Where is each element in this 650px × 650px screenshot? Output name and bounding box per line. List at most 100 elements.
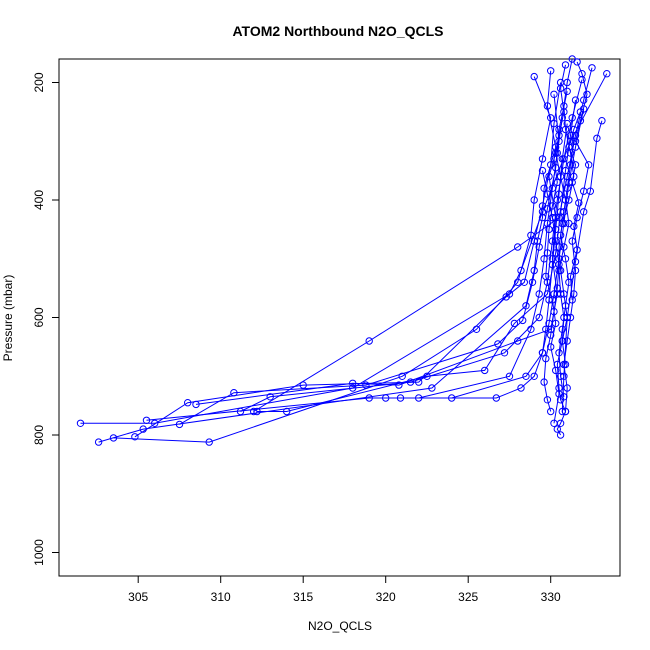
data-point xyxy=(517,384,525,392)
data-point xyxy=(580,96,588,104)
y-axis-label: Pressure (mbar) xyxy=(1,275,15,362)
data-point xyxy=(550,307,558,316)
data-point xyxy=(556,290,565,298)
data-point xyxy=(556,78,565,87)
data-series xyxy=(558,117,606,416)
x-tick-label: 315 xyxy=(293,590,313,604)
data-point xyxy=(563,384,571,392)
data-point xyxy=(555,266,563,275)
y-tick-label: 1000 xyxy=(32,539,46,566)
data-point xyxy=(556,172,565,181)
data-point xyxy=(502,293,510,301)
data-point xyxy=(570,125,578,134)
data-point xyxy=(550,419,558,427)
y-tick-label: 800 xyxy=(32,425,46,445)
data-point xyxy=(535,243,543,251)
data-point xyxy=(109,434,118,442)
data-point xyxy=(580,208,588,216)
x-axis-label: N2O_QCLS xyxy=(308,619,372,633)
x-tick-label: 320 xyxy=(376,590,396,604)
data-point xyxy=(396,394,405,402)
data-point xyxy=(553,425,561,433)
series-line xyxy=(113,76,552,443)
data-series xyxy=(396,119,571,402)
data-point xyxy=(184,399,192,407)
data-point xyxy=(230,389,238,397)
data-point xyxy=(555,125,563,134)
data-point xyxy=(552,149,560,157)
data-point xyxy=(552,366,560,375)
y-axis-ticks: 200 400 600 800 1000 xyxy=(32,72,60,566)
data-point xyxy=(556,431,565,439)
data-point xyxy=(550,90,558,99)
data-point xyxy=(565,219,573,228)
data-point xyxy=(514,243,522,251)
data-point xyxy=(571,258,580,266)
series-line xyxy=(400,123,568,399)
data-point xyxy=(250,407,258,416)
data-point xyxy=(561,360,570,369)
data-point xyxy=(510,319,519,328)
data-point xyxy=(76,419,85,427)
data-point xyxy=(538,155,547,163)
data-point xyxy=(253,407,261,416)
data-point xyxy=(561,255,570,263)
data-point xyxy=(547,114,555,122)
data-point xyxy=(395,381,403,389)
data-point xyxy=(406,378,415,386)
data-point xyxy=(192,400,200,409)
x-tick-label: 310 xyxy=(211,590,231,604)
data-point xyxy=(415,378,423,386)
data-point xyxy=(585,161,593,169)
data-point xyxy=(540,378,548,386)
data-point xyxy=(527,231,535,240)
data-point xyxy=(558,155,566,163)
data-point xyxy=(492,394,500,402)
data-point xyxy=(365,394,373,402)
data-point xyxy=(575,199,583,207)
data-point xyxy=(398,372,406,380)
data-point xyxy=(530,196,538,204)
data-point xyxy=(598,117,606,125)
data-series xyxy=(555,137,578,401)
data-point xyxy=(540,184,548,193)
data-series xyxy=(236,75,586,416)
data-point xyxy=(522,372,530,380)
data-point xyxy=(570,137,578,146)
data-point xyxy=(543,219,552,228)
data-point xyxy=(542,354,550,363)
x-tick-label: 330 xyxy=(541,590,561,604)
data-point xyxy=(552,225,560,234)
data-point xyxy=(94,438,103,446)
data-point xyxy=(573,246,581,254)
data-point xyxy=(528,278,537,286)
data-point xyxy=(349,379,357,387)
data-point xyxy=(428,384,436,392)
data-point xyxy=(151,419,159,427)
data-point xyxy=(530,372,538,380)
data-point xyxy=(560,219,568,228)
data-point xyxy=(283,407,291,416)
data-point xyxy=(520,278,528,286)
data-point xyxy=(588,64,596,72)
series-line xyxy=(561,120,603,412)
data-point xyxy=(545,296,553,304)
y-tick-label: 600 xyxy=(32,307,46,327)
data-point xyxy=(175,420,184,429)
data-point xyxy=(552,237,560,245)
data-point xyxy=(548,213,557,222)
data-point xyxy=(530,72,538,81)
data-point xyxy=(568,296,576,304)
data-point xyxy=(573,213,581,222)
series-line xyxy=(80,73,608,424)
data-point xyxy=(382,394,390,402)
x-tick-label: 305 xyxy=(128,590,148,604)
data-series-group xyxy=(76,55,611,446)
series-line xyxy=(558,141,575,397)
data-point xyxy=(500,349,509,357)
data-point xyxy=(481,366,489,375)
data-point xyxy=(547,331,555,339)
data-point xyxy=(565,278,573,286)
data-point xyxy=(131,433,139,441)
